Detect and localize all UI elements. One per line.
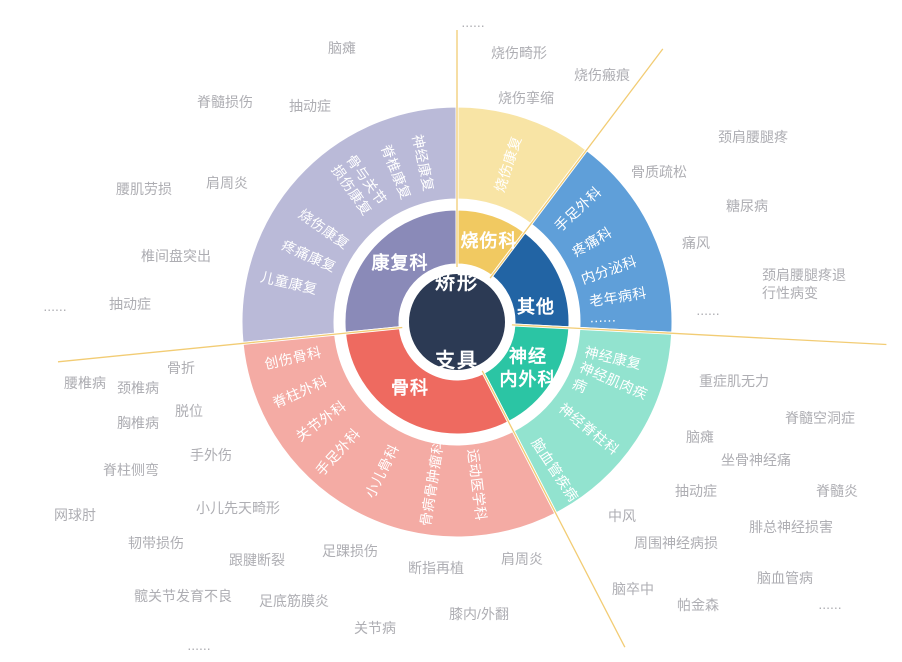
related-label: ......	[461, 13, 485, 30]
related-label: 帕金森	[677, 596, 719, 613]
related-label: ......	[187, 636, 211, 653]
related-label: 脑卒中	[612, 580, 654, 597]
related-label: 脑瘫	[328, 39, 356, 56]
category-label-其他: 其他	[517, 296, 555, 317]
center-circle	[405, 270, 509, 374]
related-label: 烧伤畸形	[491, 44, 547, 61]
related-label: 骨质疏松	[631, 163, 687, 180]
outer-arc-康复科	[239, 104, 459, 345]
boundary-line	[489, 48, 664, 279]
related-label: 肩周炎	[206, 174, 248, 191]
related-label: 脑瘫	[686, 428, 714, 445]
related-label: 椎间盘突出	[141, 247, 211, 264]
related-label: 手外伤	[190, 446, 232, 463]
related-label: 周围神经病损	[634, 534, 718, 551]
related-label: 髋关节发育不良	[134, 587, 232, 604]
related-label: 足踝损伤	[322, 542, 378, 559]
related-label: 烧伤瘢痕	[574, 66, 630, 83]
related-label: 抽动症	[675, 482, 717, 499]
inner-arc-康复科	[342, 207, 459, 335]
center-label-line2: 支具	[435, 350, 479, 372]
ring-item-label: ......	[589, 308, 617, 326]
boundary-line	[481, 370, 626, 648]
related-label: 网球肘	[54, 506, 96, 523]
related-label: 脊髓炎	[816, 482, 858, 499]
category-label-神经内外科: 神经 内外科	[499, 346, 557, 390]
related-label: ......	[818, 595, 842, 612]
related-label: 颈肩腰腿疼	[718, 128, 788, 145]
related-label: 关节病	[354, 619, 396, 636]
related-label: 腓总神经损害	[749, 518, 833, 535]
center-label: 矫形 支具	[434, 218, 479, 426]
outer-arc-其他	[528, 147, 675, 335]
related-label: 颈肩腰腿疼退 行性病变	[762, 266, 846, 301]
related-label: 脊髓空洞症	[785, 409, 855, 426]
related-label: 足底筋膜炎	[259, 592, 329, 609]
related-label: ......	[696, 301, 720, 318]
boundary-line	[57, 326, 403, 363]
boundary-line	[511, 324, 887, 346]
related-label: 脑血管病	[757, 569, 813, 586]
related-label: 脊髓损伤	[197, 93, 253, 110]
related-label: 中风	[608, 507, 636, 524]
center-label-line1: 矫形	[435, 272, 479, 294]
inner-arc-骨科	[343, 326, 511, 437]
category-label-康复科: 康复科	[371, 252, 429, 273]
related-label: 韧带损伤	[128, 534, 184, 551]
related-label: 胸椎病	[117, 414, 159, 431]
related-label: 脱位	[175, 402, 203, 419]
related-label: 烧伤挛缩	[498, 89, 554, 106]
outer-arc-骨科	[240, 332, 558, 540]
category-label-骨科: 骨科	[391, 377, 429, 398]
related-label: 坐骨神经痛	[721, 451, 791, 468]
related-label: 糖尿病	[726, 197, 768, 214]
related-label: 腰椎病	[64, 374, 106, 391]
related-label: 抽动症	[289, 97, 331, 114]
related-label: 骨折	[167, 359, 195, 376]
related-label: 重症肌无力	[699, 372, 769, 389]
related-label: 脊柱侧弯	[103, 461, 159, 478]
related-label: 膝内/外翻	[449, 605, 509, 622]
related-label: 痛风	[682, 234, 710, 251]
related-label: 小儿先天畸形	[196, 499, 280, 516]
related-label: 抽动症	[109, 295, 151, 312]
related-label: 腰肌劳损	[116, 180, 172, 197]
outer-arc-神经内外科	[511, 326, 675, 516]
category-label-烧伤科: 烧伤科	[460, 230, 518, 251]
related-label: 跟腱断裂	[229, 551, 285, 568]
related-label: 断指再植	[408, 559, 464, 576]
related-label: 肩周炎	[501, 550, 543, 567]
related-label: 颈椎病	[117, 379, 159, 396]
related-label: ......	[43, 297, 67, 314]
